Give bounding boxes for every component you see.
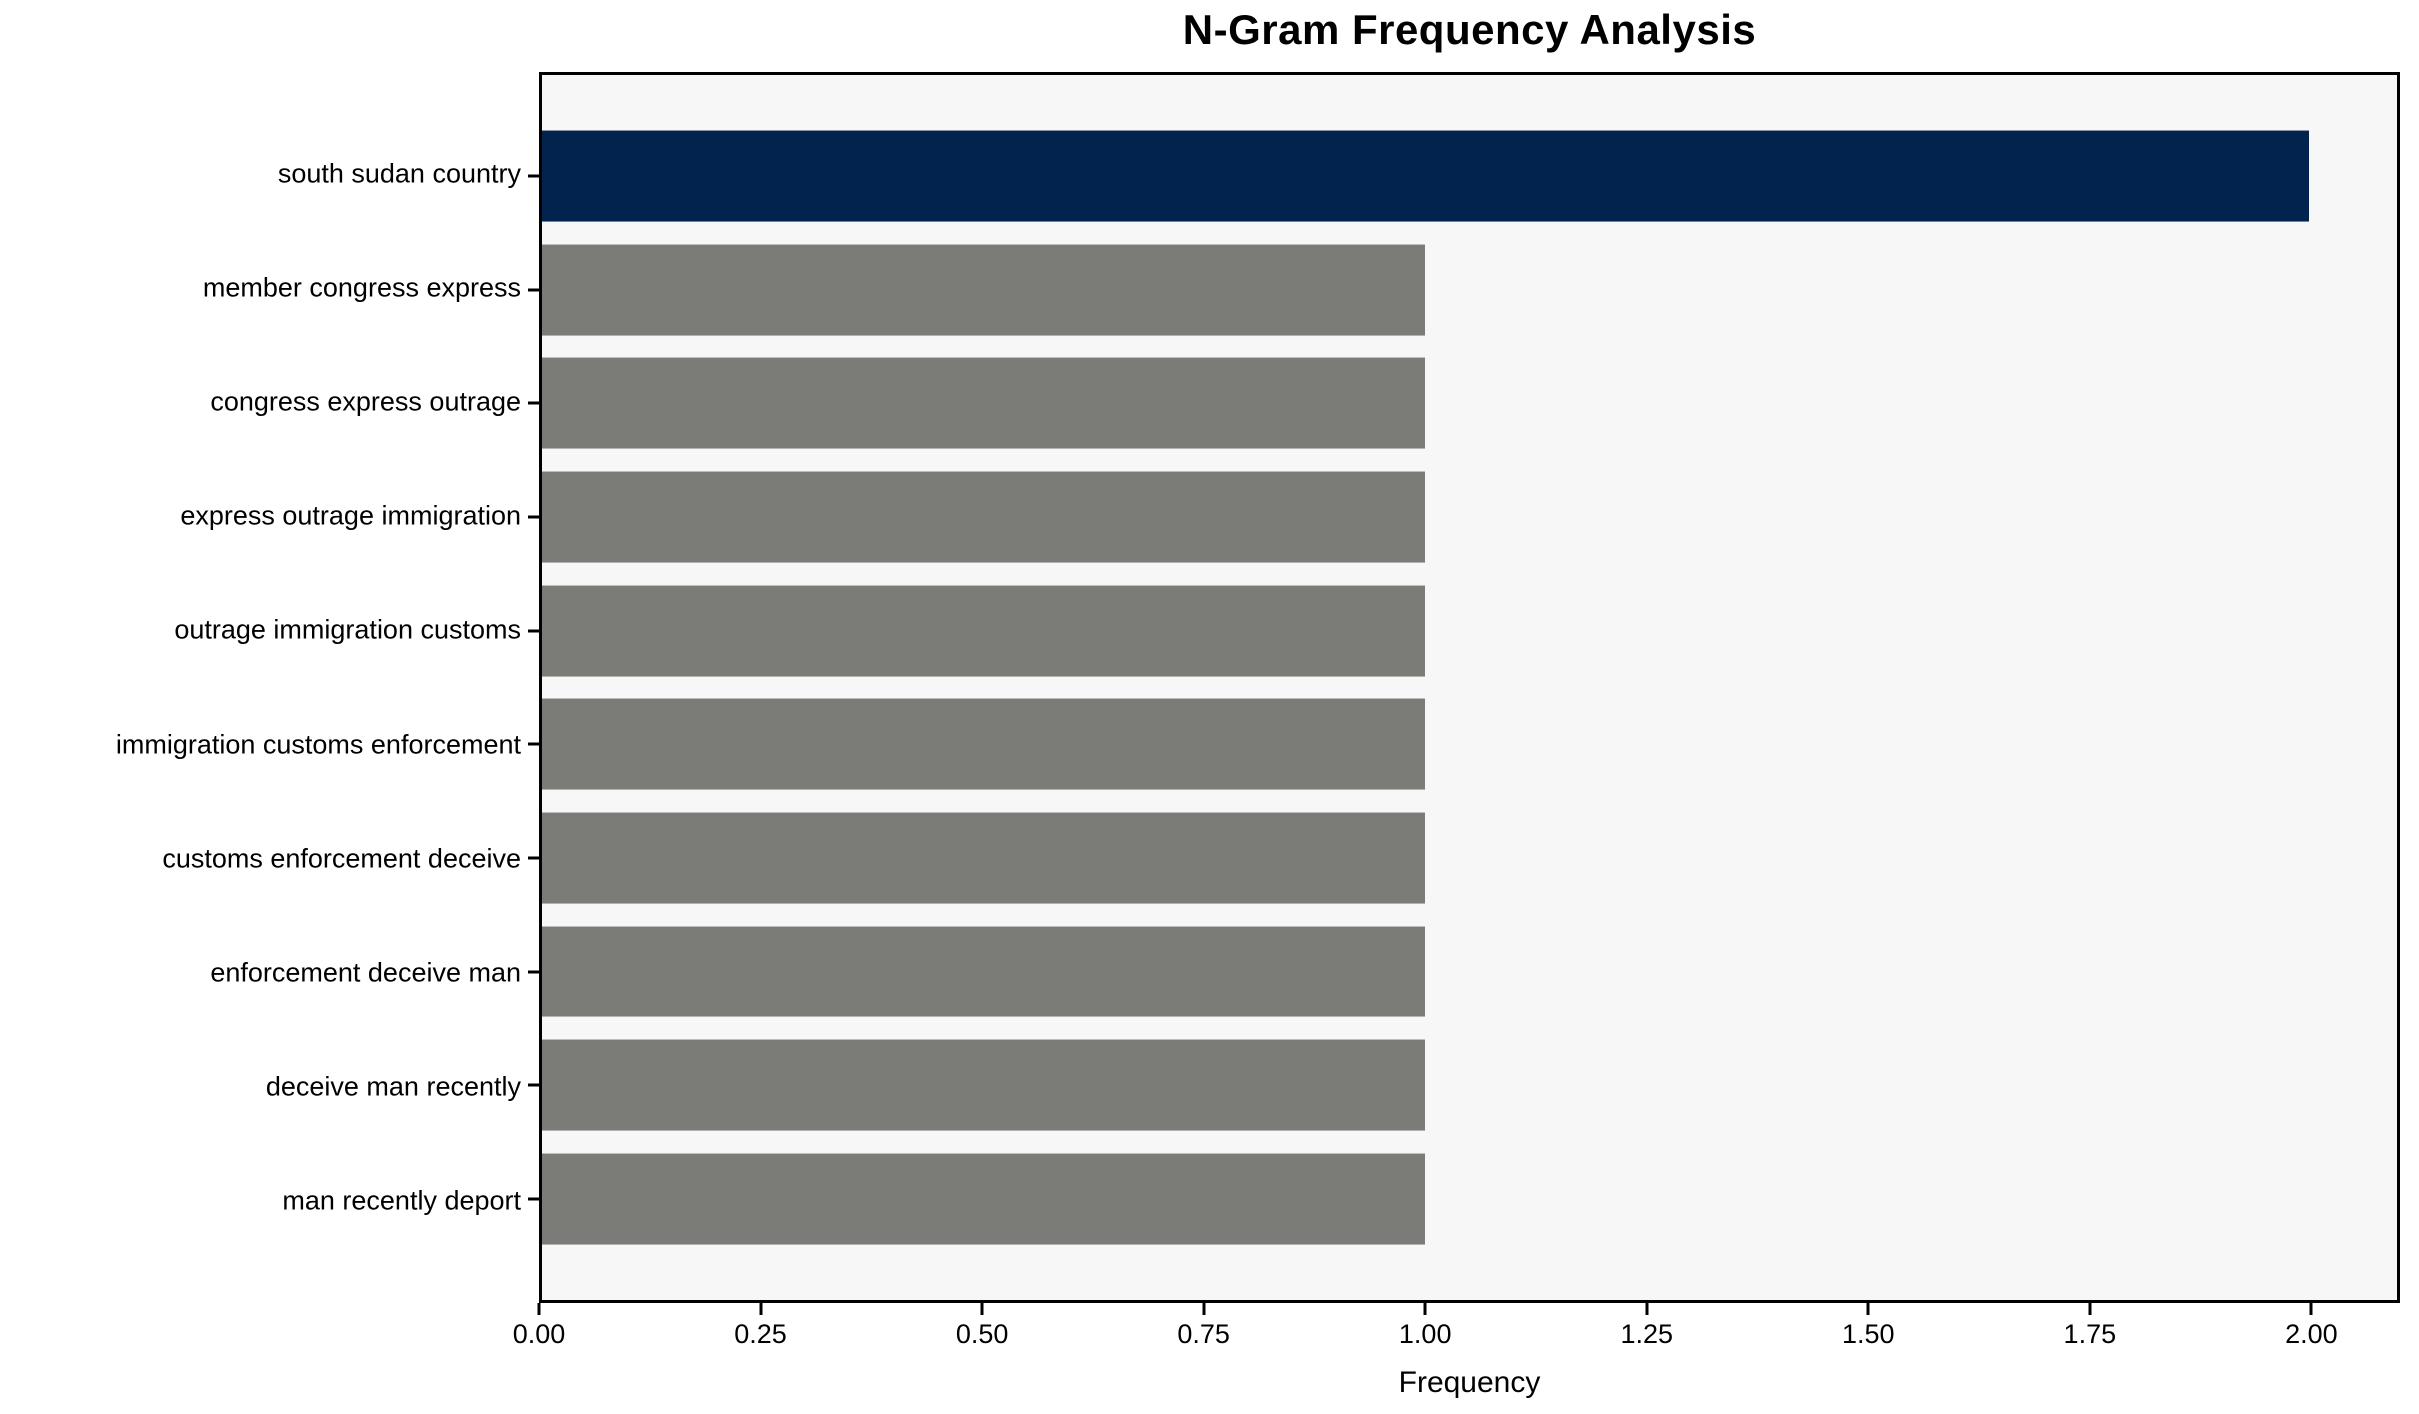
x-tick-mark — [2088, 1303, 2092, 1315]
y-tick-mark — [528, 1083, 540, 1087]
bar-south-sudan-country — [542, 130, 2309, 222]
y-tick-mark — [528, 401, 540, 405]
x-tick-label: 0.50 — [955, 1319, 1009, 1349]
y-tick-label: express outrage immigration — [180, 500, 521, 531]
y-tick-label: customs enforcement deceive — [162, 843, 521, 874]
x-tick-mark — [1645, 1303, 1649, 1315]
bar-congress-express-outrage — [542, 357, 1426, 449]
bar-deceive-man-recently — [542, 1039, 1426, 1131]
y-tick-label: member congress express — [202, 272, 521, 303]
x-axis-title: Frequency — [1398, 1366, 1541, 1399]
x-tick-mark — [537, 1303, 541, 1315]
y-tick-mark — [528, 742, 540, 746]
y-tick-label: man recently deport — [282, 1185, 521, 1216]
y-tick-label: congress express outrage — [210, 386, 521, 417]
bar-express-outrage-immigration — [542, 471, 1426, 563]
y-tick-label: immigration customs enforcement — [115, 729, 521, 760]
x-tick-label: 0.75 — [1177, 1319, 1230, 1349]
x-tick-mark — [980, 1303, 984, 1315]
y-tick-mark — [528, 629, 540, 633]
y-tick-mark — [528, 515, 540, 519]
x-tick-label: 0.25 — [734, 1319, 787, 1349]
bar-outrage-immigration-customs — [542, 585, 1426, 677]
bar-customs-enforcement-deceive — [542, 812, 1426, 904]
x-tick-label: 1.00 — [1398, 1319, 1452, 1349]
y-axis: south sudan country member congress expre… — [0, 72, 521, 1303]
y-tick-mark — [528, 856, 540, 860]
x-tick-label: 1.75 — [2063, 1319, 2117, 1349]
x-tick-mark — [1423, 1303, 1427, 1315]
x-tick-label: 2.00 — [2285, 1319, 2338, 1349]
y-tick-label: south sudan country — [277, 158, 521, 189]
y-tick-mark — [528, 288, 540, 292]
x-tick-label: 1.25 — [1620, 1319, 1674, 1349]
x-tick-mark — [759, 1303, 763, 1315]
x-tick-mark — [1866, 1303, 1870, 1315]
y-tick-mark — [528, 970, 540, 974]
x-tick-mark — [1202, 1303, 1206, 1315]
y-tick-label: deceive man recently — [265, 1071, 521, 1102]
bar-immigration-customs-enforcement — [542, 698, 1426, 790]
y-tick-label: enforcement deceive man — [210, 957, 521, 988]
x-tick-mark — [2309, 1303, 2313, 1315]
bar-member-congress-express — [542, 244, 1426, 336]
bar-man-recently-deport — [542, 1153, 1426, 1245]
x-tick-label: 1.50 — [1842, 1319, 1895, 1349]
x-axis: 0.00 0.25 0.50 0.75 1.00 1.25 1.50 1.75 2.00 — [513, 1303, 2400, 1373]
y-tick-mark — [528, 174, 540, 178]
chart-title: N-Gram Frequency Analysis — [1182, 6, 1757, 53]
bar-enforcement-deceive-man — [542, 926, 1426, 1018]
y-tick-mark — [528, 1197, 540, 1201]
plot-area — [528, 72, 2400, 1303]
y-tick-label: outrage immigration customs — [174, 614, 521, 645]
x-tick-label: 0.00 — [512, 1319, 566, 1349]
